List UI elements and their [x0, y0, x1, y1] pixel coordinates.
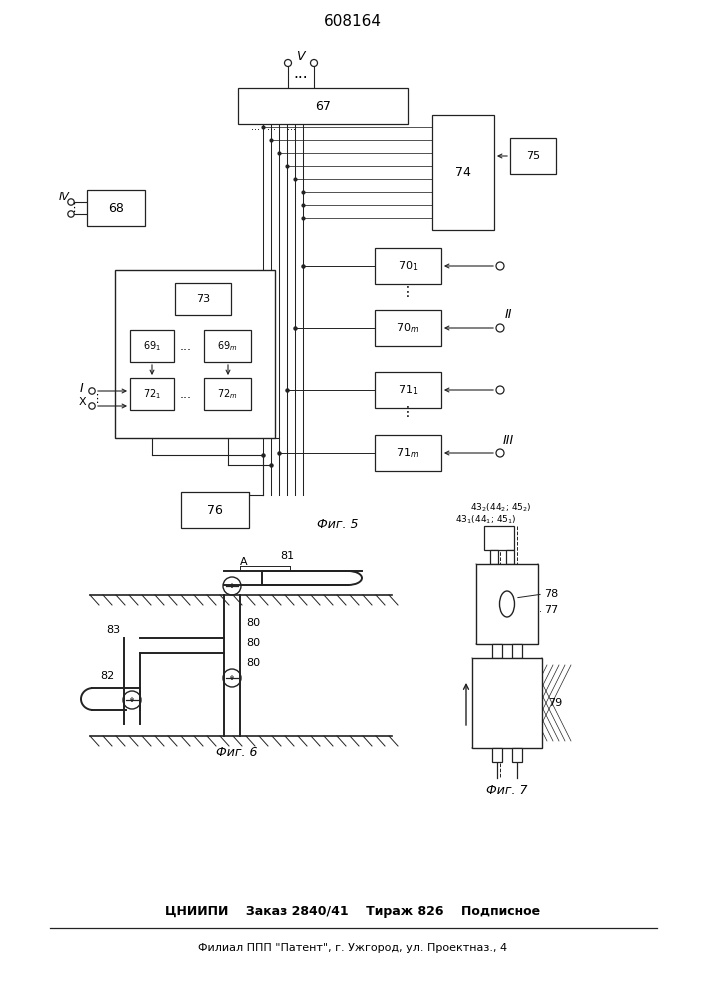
Text: 71$_1$: 71$_1$ — [398, 383, 419, 397]
Text: A: A — [240, 557, 248, 567]
Bar — [87, 190, 145, 226]
Text: 79: 79 — [548, 698, 562, 708]
Text: Фиг. 7: Фиг. 7 — [486, 784, 527, 798]
Text: ⋮: ⋮ — [401, 405, 415, 419]
Text: Филиал ППП "Патент", г. Ужгород, ул. Проектназ., 4: Филиал ППП "Патент", г. Ужгород, ул. Про… — [199, 943, 508, 953]
Text: 74: 74 — [455, 166, 471, 179]
Bar — [204, 378, 251, 410]
Bar — [130, 330, 174, 362]
Text: ⋮: ⋮ — [69, 203, 80, 213]
Text: ...: ... — [267, 122, 276, 132]
Text: 43$_1$(44$_1$; 45$_1$): 43$_1$(44$_1$; 45$_1$) — [455, 514, 517, 526]
Bar — [115, 270, 275, 438]
Text: 82: 82 — [100, 671, 114, 681]
Bar — [204, 330, 251, 362]
Text: 83: 83 — [106, 625, 120, 635]
Text: 68: 68 — [108, 202, 124, 215]
Text: 70$_m$: 70$_m$ — [397, 321, 420, 335]
Bar — [375, 248, 441, 284]
Text: 71$_m$: 71$_m$ — [397, 446, 420, 460]
Bar — [375, 372, 441, 408]
Text: 73: 73 — [196, 294, 210, 304]
Text: V: V — [296, 50, 304, 64]
Text: 69$_m$: 69$_m$ — [217, 339, 238, 353]
Text: 43$_2$(44$_2$; 45$_2$): 43$_2$(44$_2$; 45$_2$) — [470, 502, 532, 514]
Text: 70$_1$: 70$_1$ — [398, 259, 419, 273]
Bar — [375, 435, 441, 471]
Text: ⋮: ⋮ — [91, 394, 103, 404]
Text: ЦНИИПИ    Заказ 2840/41    Тираж 826    Подписное: ЦНИИПИ Заказ 2840/41 Тираж 826 Подписное — [165, 906, 541, 918]
Text: Фиг. 5: Фиг. 5 — [317, 518, 358, 532]
Text: 80: 80 — [246, 638, 260, 648]
Bar — [130, 378, 174, 410]
Text: 67: 67 — [315, 100, 331, 112]
Bar — [175, 283, 231, 315]
Text: Фиг. 6: Фиг. 6 — [216, 746, 258, 760]
Text: 77: 77 — [544, 605, 559, 615]
Bar — [476, 564, 538, 644]
Text: ...: ... — [250, 122, 259, 132]
Text: I: I — [80, 381, 84, 394]
Bar — [492, 748, 502, 762]
Text: 80: 80 — [246, 658, 260, 668]
Text: ⋮: ⋮ — [401, 285, 415, 299]
Text: 608164: 608164 — [324, 14, 382, 29]
Text: 78: 78 — [544, 589, 559, 599]
Bar — [506, 550, 514, 564]
Text: 80: 80 — [246, 618, 260, 628]
Text: II: II — [504, 308, 512, 322]
Text: 72$_1$: 72$_1$ — [143, 387, 161, 401]
Bar — [492, 644, 502, 658]
Bar — [490, 550, 498, 564]
Text: 72$_m$: 72$_m$ — [217, 387, 238, 401]
Text: 75: 75 — [526, 151, 540, 161]
Text: ...: ... — [180, 340, 192, 353]
Text: 69$_1$: 69$_1$ — [143, 339, 161, 353]
Bar — [510, 138, 556, 174]
Bar — [512, 644, 522, 658]
Bar — [238, 88, 408, 124]
Text: ...: ... — [180, 387, 192, 400]
Text: 76: 76 — [207, 504, 223, 516]
Text: III: III — [503, 434, 513, 446]
Text: IV: IV — [59, 192, 69, 202]
Bar — [472, 658, 542, 748]
Text: X: X — [78, 397, 86, 407]
Text: ...: ... — [293, 66, 308, 81]
Bar — [375, 310, 441, 346]
Bar — [478, 664, 536, 742]
Bar — [484, 526, 514, 550]
Text: 81: 81 — [280, 551, 294, 561]
Bar — [512, 748, 522, 762]
Bar — [432, 115, 494, 230]
Bar — [181, 492, 249, 528]
Text: ...: ... — [286, 122, 296, 132]
